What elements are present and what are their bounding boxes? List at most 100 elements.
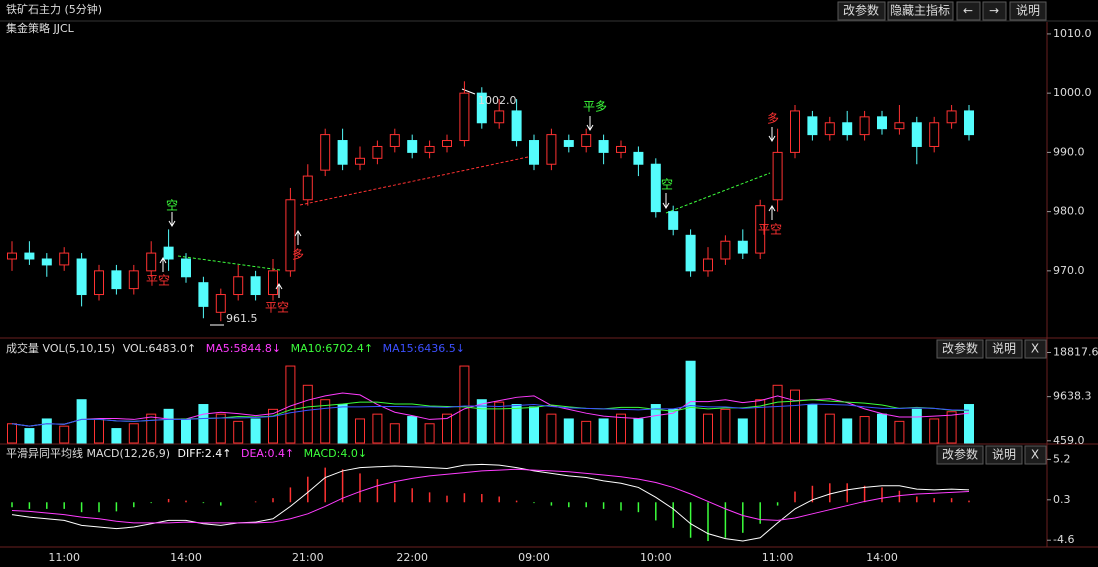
candle-body <box>320 134 331 171</box>
button-label[interactable]: 说明 <box>992 447 1016 462</box>
volume-bar <box>598 418 609 444</box>
volume-bar <box>929 418 940 444</box>
candle-body <box>790 110 800 153</box>
candle-body <box>546 134 557 165</box>
volume-bar <box>163 408 174 444</box>
volume-bar <box>372 413 383 444</box>
candle-body <box>685 234 696 272</box>
volume-bar <box>94 418 104 444</box>
y-tick-label: -4.6 <box>1053 533 1074 546</box>
button-label[interactable]: 改参数 <box>942 341 978 356</box>
candle-body <box>163 246 174 260</box>
candle-body <box>824 122 835 136</box>
button[interactable]: 隐藏主指标 <box>887 1 954 21</box>
y-tick-label: 5.2 <box>1053 452 1071 465</box>
button[interactable]: 说明 <box>1009 1 1047 21</box>
signal-line <box>177 255 281 271</box>
volume-bar <box>964 404 974 444</box>
button[interactable]: 改参数 <box>936 445 984 465</box>
volume-bar <box>633 418 644 444</box>
volume-bar <box>894 420 905 444</box>
candle-body <box>877 116 887 130</box>
button[interactable]: X <box>1024 445 1047 465</box>
volume-bar <box>407 416 418 444</box>
volume-bar <box>476 399 487 444</box>
volume-bar <box>320 399 331 444</box>
indicator-line <box>11 463 970 542</box>
y-tick-label: 980.0 <box>1053 205 1085 218</box>
x-tick-label: 14:00 <box>866 551 898 564</box>
volume-bar <box>128 423 139 444</box>
candle-body <box>24 252 35 260</box>
candle-body <box>563 140 574 147</box>
volume-bar <box>668 408 679 444</box>
candle-body <box>476 92 487 124</box>
button-label[interactable]: 说明 <box>992 341 1016 356</box>
candle-body <box>755 205 766 254</box>
candle-body <box>389 134 400 147</box>
volume-bar <box>302 384 313 444</box>
volume-bar <box>650 404 661 444</box>
button-label[interactable]: 改参数 <box>843 3 879 18</box>
button-label[interactable]: 说明 <box>1016 3 1040 18</box>
candle-body <box>529 140 539 165</box>
chart-title: 铁矿石主力 (5分钟) <box>6 2 102 16</box>
button-label[interactable]: X <box>1031 448 1039 462</box>
candle-body <box>215 294 226 313</box>
candle-body <box>268 270 278 296</box>
volume-bar <box>41 418 52 444</box>
x-tick-label: 11:00 <box>48 551 80 564</box>
volume-bar <box>529 406 539 444</box>
volume-bar <box>268 408 278 444</box>
y-tick-label: 970.0 <box>1053 264 1085 277</box>
volume-bar <box>250 418 261 444</box>
button[interactable]: 说明 <box>985 445 1023 465</box>
volume-bar <box>355 418 365 444</box>
volume-bar <box>111 428 122 444</box>
volume-bar <box>76 399 87 444</box>
button-label[interactable]: 改参数 <box>942 447 978 462</box>
x-tick-label: 09:00 <box>518 551 550 564</box>
volume-bar <box>494 401 505 444</box>
strategy-label: 集金策略 JJCL <box>6 21 75 35</box>
signal-line <box>299 156 529 206</box>
candle-body <box>807 116 818 136</box>
y-tick-label: 1000.0 <box>1053 86 1092 99</box>
candle-body <box>128 270 139 290</box>
button[interactable]: → <box>982 1 1007 21</box>
candle-body <box>372 145 383 159</box>
candle-body <box>494 110 505 124</box>
volume-bar <box>563 418 574 444</box>
volume-bar <box>859 416 870 444</box>
button[interactable]: X <box>1024 339 1047 359</box>
candle-body <box>285 199 296 272</box>
candle-body <box>929 122 940 147</box>
button[interactable]: 说明 <box>985 339 1023 359</box>
volume-bar <box>546 413 557 444</box>
candle-body <box>146 252 157 272</box>
candle-body <box>911 122 922 147</box>
button[interactable]: ← <box>956 1 981 21</box>
volume-bar <box>755 399 766 444</box>
button-label[interactable]: ← <box>963 4 973 18</box>
candle-body <box>650 163 661 213</box>
volume-bar <box>737 418 748 444</box>
y-tick-label: 1010.0 <box>1053 27 1092 40</box>
button[interactable]: 改参数 <box>837 1 886 21</box>
candle-body <box>511 110 522 142</box>
candle-body <box>355 157 365 165</box>
volume-bar <box>233 420 244 444</box>
button-label[interactable]: X <box>1031 342 1039 356</box>
candle-body <box>181 258 191 278</box>
volume-bar <box>424 423 435 444</box>
candle-body <box>946 110 957 124</box>
button[interactable]: 改参数 <box>936 339 984 359</box>
candle-body <box>233 276 244 296</box>
candle-body <box>894 122 905 130</box>
candle-body <box>111 270 122 290</box>
button-label[interactable]: → <box>989 4 999 18</box>
candle-body <box>720 240 731 260</box>
button-label[interactable]: 隐藏主指标 <box>890 3 950 18</box>
